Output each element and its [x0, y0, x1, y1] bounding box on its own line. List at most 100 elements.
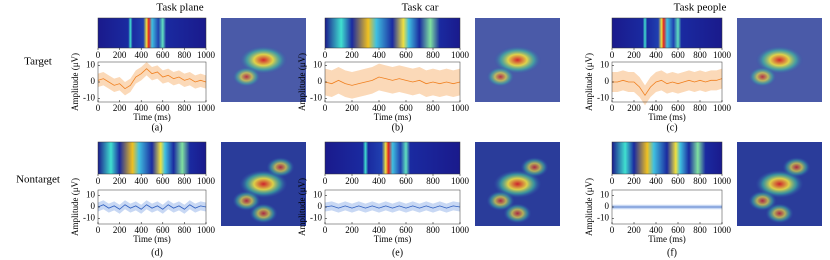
y-axis-label: Amplitude (μV) [584, 53, 594, 111]
x-tick-label: 400 [649, 50, 663, 60]
caption: (b) [392, 122, 404, 133]
row-label: Target [24, 56, 52, 68]
x-tick-label: 200 [113, 225, 127, 235]
column-title: Task plane [156, 2, 203, 14]
y-axis-label: Amplitude (μV) [584, 178, 594, 236]
x-tick-label: 800 [693, 103, 707, 113]
x-tick-label: 800 [426, 103, 440, 113]
x-tick-label: 200 [627, 103, 641, 113]
x-tick-label: 0 [323, 103, 328, 113]
x-tick-label: 400 [649, 176, 663, 186]
caption: (a) [151, 122, 162, 133]
y-tick-label: -10 [310, 93, 322, 103]
caption: (e) [392, 247, 403, 258]
heat-blob [765, 203, 794, 224]
x-tick-label: 400 [649, 103, 663, 113]
x-tick-label: 200 [345, 103, 359, 113]
y-tick-label: 0 [91, 76, 96, 86]
x-tick-label: 800 [178, 225, 192, 235]
x-tick-label: 200 [627, 225, 641, 235]
y-tick-label: -10 [310, 212, 322, 222]
heat-blob [486, 66, 515, 87]
x-tick-label: 1000 [197, 103, 216, 113]
heat-blob [520, 157, 549, 178]
x-tick-label: 600 [156, 50, 170, 60]
x-tick-label: 1000 [713, 225, 732, 235]
x-tick-label: 600 [156, 103, 170, 113]
x-tick-label: 400 [134, 103, 148, 113]
x-tick-label: 600 [671, 225, 685, 235]
line [97, 68, 207, 90]
y-tick-label: 0 [318, 201, 323, 211]
heat-blob [748, 190, 777, 211]
x-tick-label: 200 [113, 50, 127, 60]
x-tick-label: 800 [178, 103, 192, 113]
x-tick-label: 600 [399, 103, 413, 113]
x-tick-label: 800 [178, 176, 192, 186]
x-tick-label: 800 [693, 50, 707, 60]
column-title: Task people [674, 2, 727, 14]
x-axis-label: Time (ms) [374, 112, 411, 122]
y-tick-label: -10 [83, 93, 95, 103]
caption: (d) [151, 247, 163, 258]
x-tick-label: 1000 [451, 225, 470, 235]
error-band [98, 62, 206, 96]
x-tick-label: 0 [610, 176, 615, 186]
x-axis-label: Time (ms) [133, 234, 170, 244]
caption: (c) [666, 122, 677, 133]
x-tick-label: 0 [323, 176, 328, 186]
y-tick-label: 0 [318, 76, 323, 86]
x-tick-label: 600 [671, 176, 685, 186]
x-tick-label: 400 [372, 176, 386, 186]
y-axis-label: Amplitude (μV) [70, 53, 80, 111]
y-axis-label: Amplitude (μV) [70, 178, 80, 236]
x-tick-label: 200 [113, 103, 127, 113]
x-tick-label: 800 [693, 225, 707, 235]
error-band [98, 200, 206, 214]
x-tick-label: 1000 [713, 176, 732, 186]
heat-blob [782, 157, 811, 178]
x-tick-label: 0 [323, 50, 328, 60]
x-tick-label: 400 [649, 225, 663, 235]
x-tick-label: 0 [96, 103, 101, 113]
heat-blob [239, 46, 288, 74]
y-tick-label: 10 [86, 59, 96, 69]
x-tick-label: 1000 [451, 176, 470, 186]
x-tick-label: 0 [610, 103, 615, 113]
heat-blob [503, 203, 532, 224]
heat-blob [486, 190, 515, 211]
line [324, 76, 461, 86]
y-tick-label: 10 [313, 190, 323, 200]
x-tick-label: 800 [178, 50, 192, 60]
x-tick-label: 400 [134, 50, 148, 60]
heat-blob [232, 190, 261, 211]
x-tick-label: 400 [372, 50, 386, 60]
x-tick-label: 200 [345, 176, 359, 186]
error-band [325, 63, 460, 99]
heatmap-strip [97, 141, 207, 175]
heat-blob [249, 203, 278, 224]
x-tick-label: 600 [399, 225, 413, 235]
x-axis-label: Time (ms) [648, 112, 685, 122]
heatmap-strip [97, 17, 207, 49]
heat-blob [755, 46, 804, 74]
y-axis-label: Amplitude (μV) [297, 178, 307, 236]
y-axis-label: Amplitude (μV) [297, 53, 307, 111]
heatmap-strip [324, 17, 461, 49]
y-tick-label: 0 [91, 201, 96, 211]
x-tick-label: 1000 [451, 50, 470, 60]
x-tick-label: 0 [96, 50, 101, 60]
x-tick-label: 1000 [713, 103, 732, 113]
heat-blob [266, 157, 295, 178]
x-tick-label: 0 [610, 225, 615, 235]
heat-blob [493, 46, 542, 74]
x-tick-label: 1000 [197, 176, 216, 186]
line [324, 205, 461, 209]
x-tick-label: 400 [134, 176, 148, 186]
heat-blob [755, 170, 804, 198]
line [612, 78, 723, 97]
x-tick-label: 800 [426, 225, 440, 235]
caption: (f) [667, 247, 677, 258]
